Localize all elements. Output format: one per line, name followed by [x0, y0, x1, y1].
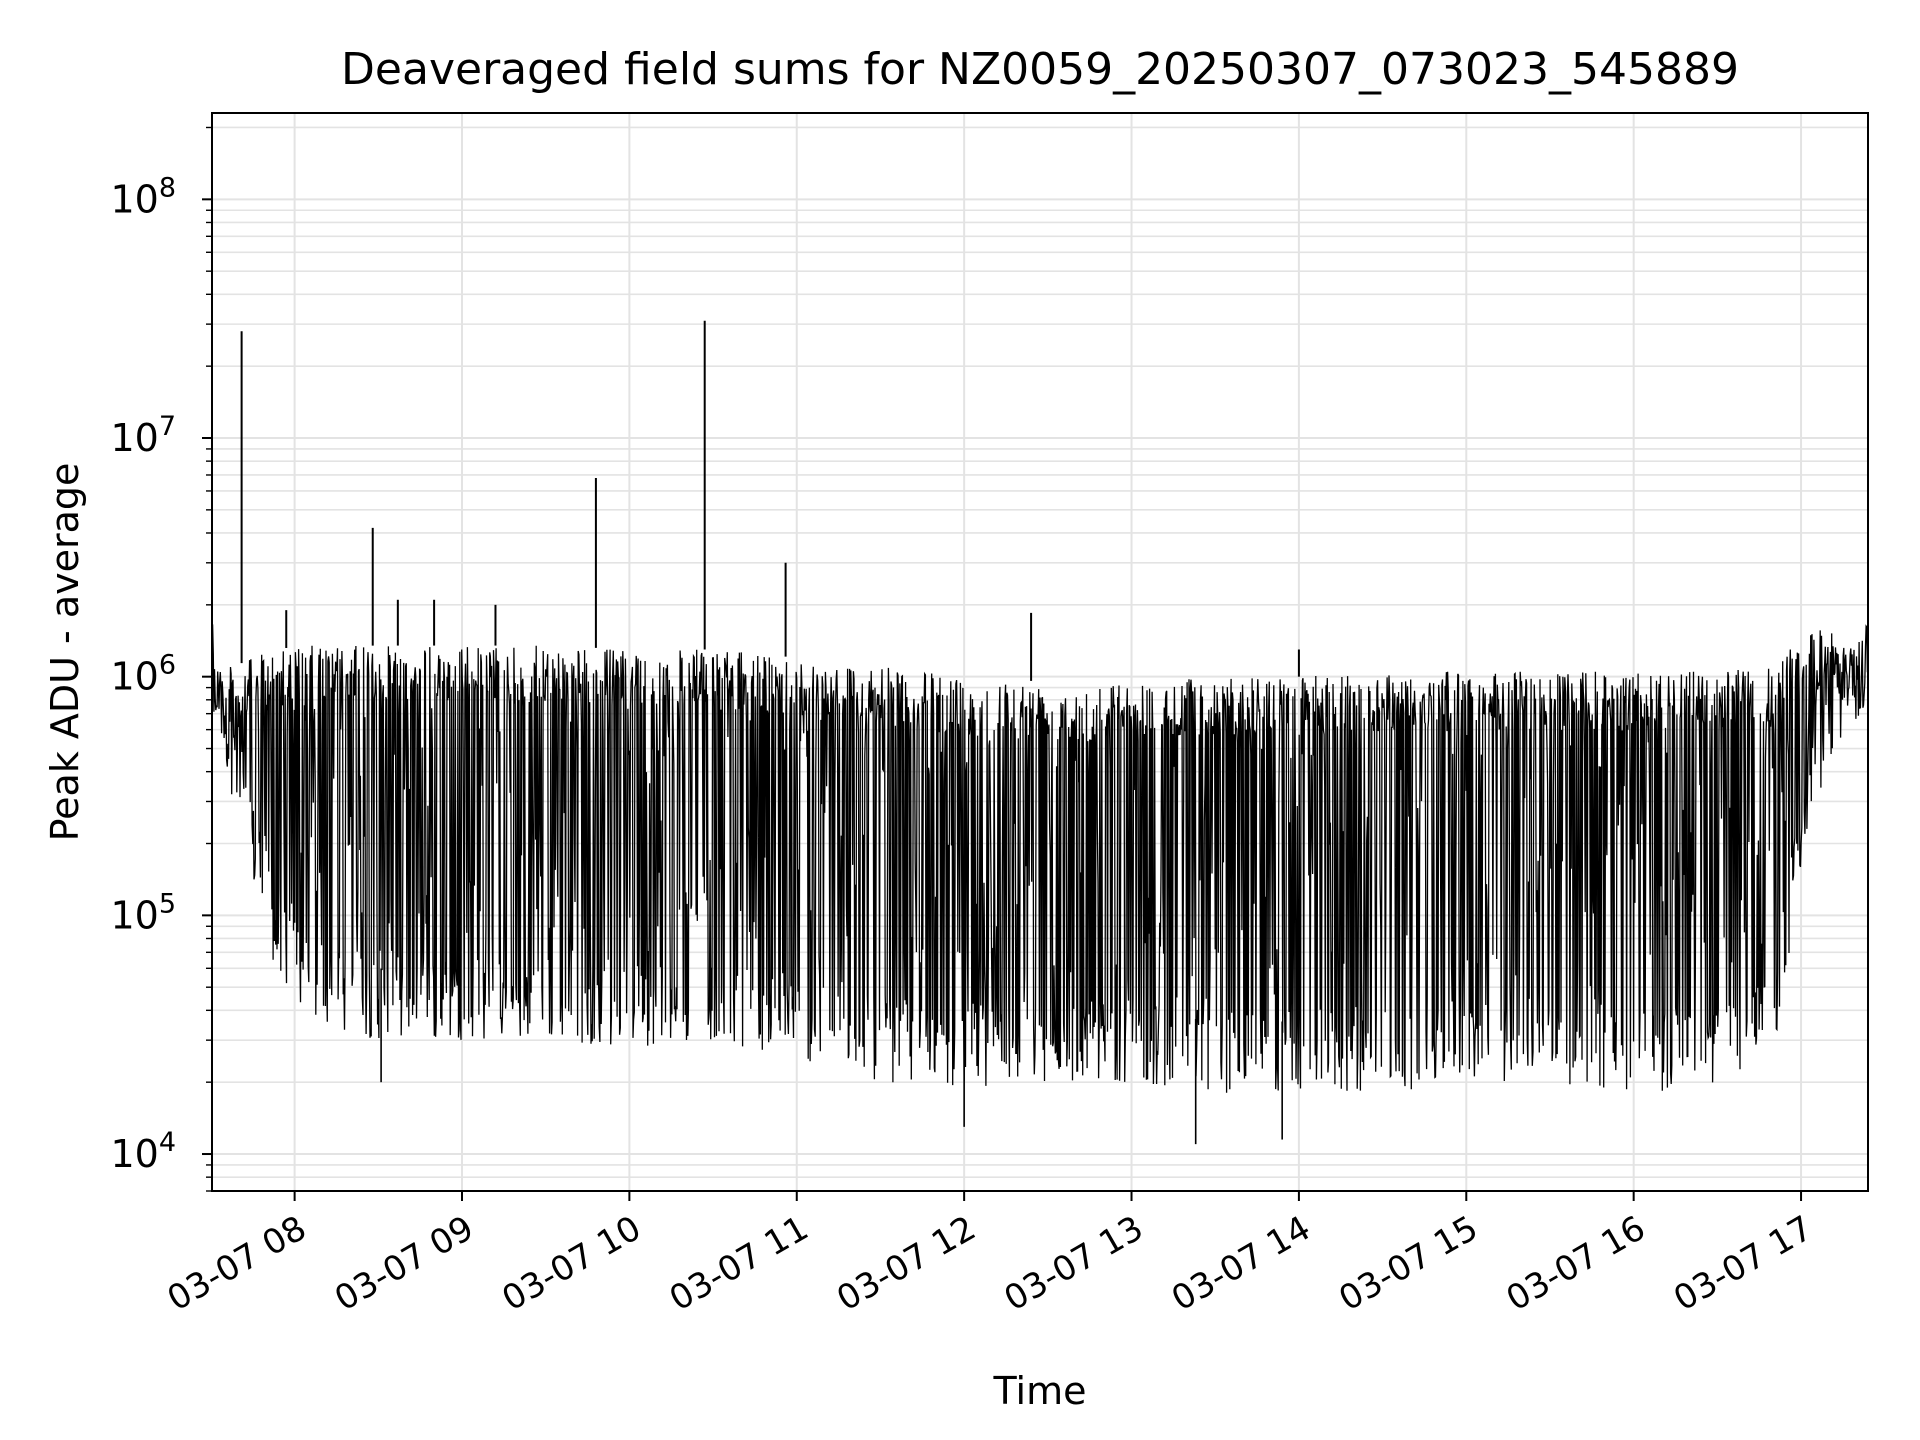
series-path [211, 624, 1869, 1093]
y-axis-label: Peak ADU - average [43, 463, 87, 842]
y-tick-label: 105 [110, 888, 176, 937]
y-tick-label: 106 [110, 650, 176, 699]
y-tick-label: 107 [110, 411, 176, 460]
plot-frame [211, 112, 1869, 1192]
y-tick-label: 108 [110, 172, 176, 221]
y-tick-label: 104 [110, 1127, 176, 1176]
x-axis-label: Time [993, 1369, 1087, 1413]
series-line [211, 320, 1869, 1145]
chart-title: Deaveraged field sums for NZ0059_2025030… [341, 44, 1739, 95]
y-axis: 104 105 106 107 108 [110, 126, 212, 1192]
